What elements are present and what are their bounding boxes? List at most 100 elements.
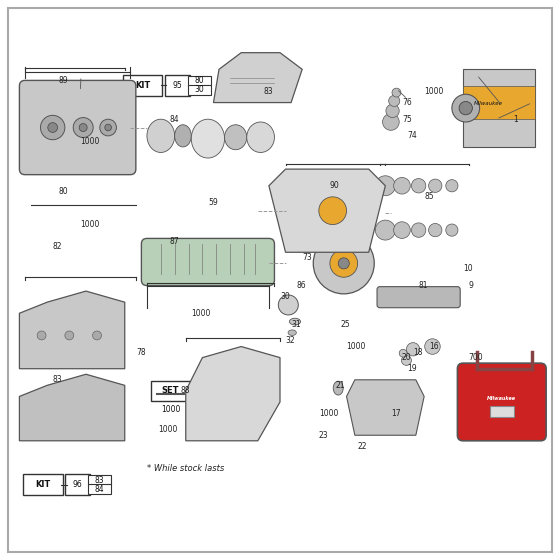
Circle shape	[48, 123, 58, 132]
Circle shape	[79, 124, 87, 132]
Circle shape	[446, 224, 458, 236]
Circle shape	[399, 349, 407, 357]
Text: 1000: 1000	[81, 220, 100, 229]
Text: 16: 16	[430, 342, 440, 351]
Circle shape	[424, 339, 440, 354]
Text: 74: 74	[408, 132, 417, 141]
Circle shape	[386, 104, 399, 118]
Text: 1000: 1000	[192, 309, 211, 318]
FancyBboxPatch shape	[458, 363, 546, 441]
Ellipse shape	[147, 119, 175, 152]
Text: 73: 73	[302, 253, 312, 262]
Ellipse shape	[333, 381, 343, 395]
Circle shape	[394, 222, 410, 239]
Text: Milwaukee: Milwaukee	[473, 101, 502, 106]
Circle shape	[92, 331, 101, 340]
Text: 20: 20	[402, 353, 412, 362]
Polygon shape	[213, 53, 302, 102]
Circle shape	[428, 179, 442, 193]
Text: 85: 85	[424, 192, 434, 202]
FancyBboxPatch shape	[123, 75, 162, 96]
Circle shape	[338, 258, 349, 269]
Circle shape	[313, 233, 374, 294]
Circle shape	[389, 95, 400, 106]
Text: KIT: KIT	[135, 81, 151, 90]
Text: 88: 88	[180, 386, 190, 395]
Text: 86: 86	[297, 281, 306, 290]
Text: 84: 84	[169, 115, 179, 124]
Text: KIT: KIT	[35, 480, 50, 489]
FancyBboxPatch shape	[489, 406, 514, 417]
Text: 30: 30	[280, 292, 290, 301]
Ellipse shape	[247, 122, 274, 152]
Text: 21: 21	[335, 381, 345, 390]
Text: 82: 82	[53, 242, 62, 251]
Circle shape	[40, 115, 65, 140]
Text: 1: 1	[513, 115, 517, 124]
Circle shape	[319, 197, 347, 225]
Polygon shape	[269, 169, 385, 252]
Text: 18: 18	[413, 348, 423, 357]
Text: 87: 87	[169, 237, 179, 246]
Text: 80: 80	[195, 77, 204, 86]
FancyBboxPatch shape	[188, 85, 211, 95]
Circle shape	[459, 101, 473, 115]
Text: 23: 23	[319, 431, 328, 440]
Ellipse shape	[175, 125, 192, 147]
FancyBboxPatch shape	[188, 76, 211, 86]
Circle shape	[428, 223, 442, 237]
Circle shape	[382, 114, 399, 130]
Text: 1000: 1000	[424, 87, 444, 96]
Circle shape	[105, 124, 111, 131]
Circle shape	[407, 343, 420, 356]
FancyBboxPatch shape	[151, 381, 190, 401]
Polygon shape	[463, 69, 535, 147]
Text: 700: 700	[469, 353, 483, 362]
Text: 25: 25	[341, 320, 351, 329]
Circle shape	[392, 88, 401, 97]
FancyBboxPatch shape	[377, 287, 460, 308]
Circle shape	[278, 295, 298, 315]
FancyBboxPatch shape	[88, 475, 111, 485]
Text: 1000: 1000	[81, 137, 100, 146]
Text: 89: 89	[58, 76, 68, 85]
Text: 17: 17	[391, 409, 400, 418]
Text: 96: 96	[73, 480, 82, 489]
Ellipse shape	[225, 125, 247, 150]
Text: 32: 32	[286, 337, 295, 346]
Text: 84: 84	[95, 484, 105, 493]
Circle shape	[452, 94, 479, 122]
Circle shape	[375, 176, 395, 196]
Text: 19: 19	[408, 364, 417, 373]
Text: 90: 90	[330, 181, 340, 190]
Polygon shape	[20, 291, 125, 368]
Circle shape	[394, 178, 410, 194]
Circle shape	[330, 250, 358, 277]
Text: 83: 83	[95, 475, 105, 484]
Text: * While stock lasts: * While stock lasts	[147, 464, 224, 473]
Ellipse shape	[290, 318, 301, 325]
Text: 31: 31	[291, 320, 301, 329]
Text: 1000: 1000	[161, 405, 180, 414]
Ellipse shape	[192, 119, 225, 158]
Polygon shape	[20, 374, 125, 441]
Circle shape	[446, 180, 458, 192]
Text: 22: 22	[358, 442, 367, 451]
FancyBboxPatch shape	[20, 81, 136, 175]
FancyBboxPatch shape	[141, 239, 274, 286]
FancyBboxPatch shape	[88, 484, 111, 494]
FancyBboxPatch shape	[24, 474, 63, 495]
Text: 78: 78	[136, 348, 146, 357]
Text: 80: 80	[58, 187, 68, 196]
Circle shape	[37, 331, 46, 340]
Circle shape	[100, 119, 116, 136]
Text: 95: 95	[172, 81, 183, 90]
Text: 1000: 1000	[158, 425, 178, 434]
Text: 30: 30	[195, 85, 204, 94]
Circle shape	[65, 331, 74, 340]
FancyBboxPatch shape	[65, 474, 90, 495]
Circle shape	[412, 179, 426, 193]
Text: 1000: 1000	[319, 409, 338, 418]
Text: 83: 83	[263, 87, 273, 96]
Circle shape	[402, 356, 412, 365]
